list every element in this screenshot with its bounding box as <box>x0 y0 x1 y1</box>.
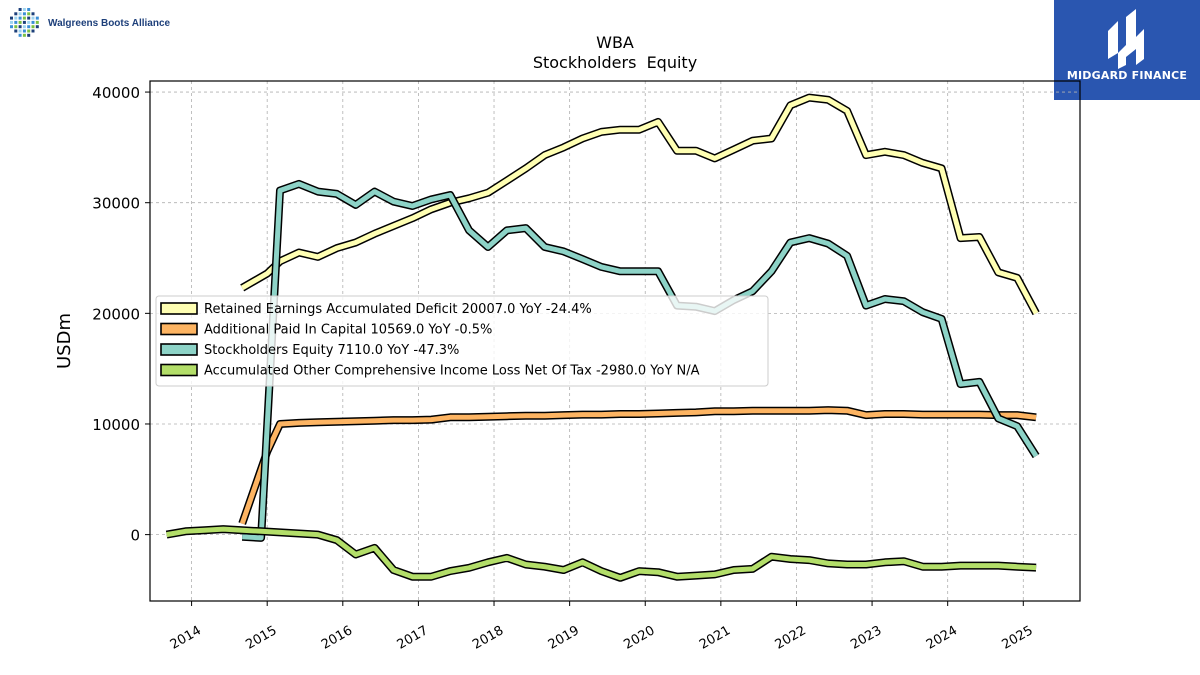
logo-dot <box>27 8 31 11</box>
series-layer <box>165 93 1040 582</box>
x-tick-label: 2015 <box>243 623 279 653</box>
x-tick-label: 2022 <box>773 623 809 653</box>
y-axis-label: USDm <box>54 313 75 369</box>
x-tick-label: 2023 <box>848 623 884 653</box>
logo-dot <box>22 20 26 24</box>
logo-dot <box>10 25 13 29</box>
logo-dot <box>18 12 22 16</box>
logo-dot <box>27 29 31 33</box>
x-tick-label: 2017 <box>395 623 431 653</box>
logo-dot <box>18 25 22 29</box>
logo-dot <box>18 20 22 24</box>
logo-dot <box>14 25 18 29</box>
series-line <box>240 93 1040 316</box>
mf-monogram-icon <box>1108 9 1144 69</box>
series-line <box>241 179 1040 542</box>
legend-swatch <box>160 363 198 377</box>
logo-dot <box>14 12 18 16</box>
legend-label: Accumulated Other Comprehensive Income L… <box>204 364 700 379</box>
legend-label: Stockholders Equity 7110.0 YoY -47.3% <box>204 343 459 358</box>
x-tick-label: 2014 <box>168 623 204 653</box>
logo-dot <box>27 25 31 29</box>
legend-box <box>155 295 769 387</box>
logo-dot <box>27 33 31 37</box>
legend-item: Accumulated Other Comprehensive Income L… <box>160 363 700 379</box>
x-tick-label: 2018 <box>470 623 506 653</box>
logo-dot <box>18 29 22 33</box>
series-line <box>165 525 1037 582</box>
x-tick-label: 2025 <box>999 623 1035 653</box>
logo-dot <box>22 33 26 37</box>
legend-item: Stockholders Equity 7110.0 YoY -47.3% <box>160 343 459 358</box>
chart-title: WBA <box>596 33 634 52</box>
series-stroke <box>242 181 1039 541</box>
legend-swatch <box>160 322 198 336</box>
y-tick-label: 0 <box>130 527 140 545</box>
legend-swatch <box>160 302 198 315</box>
logo-dot <box>22 12 26 16</box>
sponsor-logo: MIDGARD FINANCE <box>1054 0 1200 100</box>
x-tick-label: 2020 <box>621 623 657 653</box>
legend-item: Additional Paid In Capital 10569.0 YoY -… <box>160 322 492 338</box>
logo-dot <box>18 33 22 37</box>
x-tick-label: 2021 <box>697 623 733 653</box>
y-tick-label: 20000 <box>92 305 140 323</box>
logo-dot <box>14 29 18 33</box>
logo-dot <box>22 8 26 11</box>
dot-grid-logo-icon <box>10 8 39 37</box>
logo-dot <box>18 16 22 20</box>
company-logo: Walgreens Boots Alliance <box>6 4 170 42</box>
logo-dot <box>22 29 26 33</box>
logo-dot <box>10 20 13 24</box>
sponsor-name: MIDGARD FINANCE <box>1066 69 1188 82</box>
logo-dot <box>35 25 39 29</box>
plot-frame <box>149 80 1081 602</box>
y-tick-label: 10000 <box>92 416 140 434</box>
logo-dot <box>35 16 39 20</box>
series-stroke <box>239 407 1037 525</box>
series-stroke <box>240 95 1039 315</box>
logo-dot <box>27 20 31 24</box>
legend-swatch <box>160 343 198 356</box>
legend-item: Retained Earnings Accumulated Deficit 20… <box>160 302 592 317</box>
logo-dot <box>18 8 22 11</box>
logo-dot <box>14 16 18 20</box>
x-axis: 2014 2015 2016 2017 2018 2019 2020 2021 2022 2023… <box>168 601 1036 653</box>
logo-dot <box>22 16 26 20</box>
x-tick-label: 2019 <box>546 623 582 653</box>
legend: Retained Earnings Accumulated Deficit 20… <box>155 295 769 387</box>
logo-dot <box>31 29 35 33</box>
series-line <box>238 406 1037 525</box>
logo-dot <box>27 12 31 16</box>
logo-dot <box>35 20 39 24</box>
y-axis: 0 10000 20000 30000 40000 <box>92 84 150 545</box>
x-tick-label: 2024 <box>924 623 960 653</box>
series-stroke <box>166 526 1037 581</box>
logo-dot <box>31 25 35 29</box>
logo-dot <box>22 25 26 29</box>
x-tick-label: 2016 <box>319 623 355 653</box>
company-name: Walgreens Boots Alliance <box>48 17 171 29</box>
chart-subtitle: Stockholders Equity <box>533 53 697 72</box>
logo-dot <box>10 16 13 20</box>
logo-dot <box>14 20 18 24</box>
logo-dot <box>31 20 35 24</box>
logo-dot <box>31 12 35 16</box>
legend-label: Retained Earnings Accumulated Deficit 20… <box>204 302 592 317</box>
y-tick-label: 40000 <box>92 84 140 102</box>
logo-dot <box>27 16 31 20</box>
y-tick-label: 30000 <box>92 195 140 213</box>
legend-label: Additional Paid In Capital 10569.0 YoY -… <box>204 323 492 338</box>
series-outline <box>238 406 1037 525</box>
logo-dot <box>31 16 35 20</box>
